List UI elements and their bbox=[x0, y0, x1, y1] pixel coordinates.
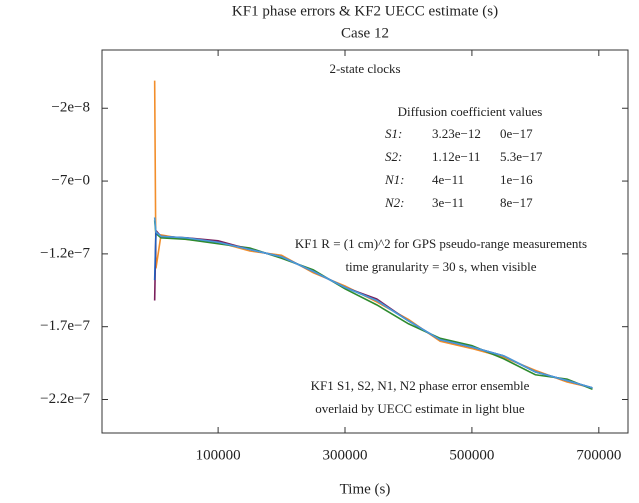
table-cell: S1: bbox=[385, 126, 402, 141]
x-tick-label: 300000 bbox=[323, 447, 368, 463]
plot-frame bbox=[101, 49, 629, 434]
x-tick-label: 100000 bbox=[196, 447, 241, 463]
series-line bbox=[153, 217, 593, 389]
y-tick-label: −2.2e−7 bbox=[40, 391, 90, 407]
series-line bbox=[153, 220, 593, 391]
table-cell: 8e−17 bbox=[500, 195, 533, 210]
table-cell: S2: bbox=[385, 149, 402, 164]
table-cell: 1e−16 bbox=[500, 172, 533, 187]
series-line bbox=[153, 230, 593, 389]
table-cell: N2: bbox=[384, 195, 405, 210]
table-cell: 3e−11 bbox=[432, 195, 464, 210]
x-tick-label: 700000 bbox=[576, 447, 621, 463]
chart-title: KF1 phase errors & KF2 UECC estimate (s) bbox=[232, 3, 498, 19]
series-line bbox=[153, 228, 593, 389]
x-tick-label: 500000 bbox=[449, 447, 494, 463]
x-axis-label: Time (s) bbox=[340, 481, 391, 497]
annotation: time granularity = 30 s, when visible bbox=[345, 259, 536, 274]
y-tick-label: −7e−0 bbox=[51, 173, 90, 189]
table-cell: N1: bbox=[384, 172, 405, 187]
table-cell: 3.23e−12 bbox=[432, 126, 481, 141]
y-tick-label: −1.2e−7 bbox=[40, 245, 90, 261]
annotation: overlaid by UECC estimate in light blue bbox=[315, 401, 525, 416]
table-cell: 0e−17 bbox=[500, 126, 533, 141]
table-cell: 5.3e−17 bbox=[500, 149, 543, 164]
table-cell: 4e−11 bbox=[432, 172, 464, 187]
y-tick-label: −2e−8 bbox=[51, 100, 90, 116]
chart-subtitle: Case 12 bbox=[341, 25, 389, 41]
table-cell: 1.12e−11 bbox=[432, 149, 480, 164]
y-tick-label: −1.7e−7 bbox=[40, 318, 90, 334]
annotation: KF1 R = (1 cm)^2 for GPS pseudo-range me… bbox=[295, 236, 587, 251]
annotation: Diffusion coefficient values bbox=[398, 104, 543, 119]
annotation: 2-state clocks bbox=[329, 61, 400, 76]
annotation: KF1 S1, S2, N1, N2 phase error ensemble bbox=[311, 378, 530, 393]
